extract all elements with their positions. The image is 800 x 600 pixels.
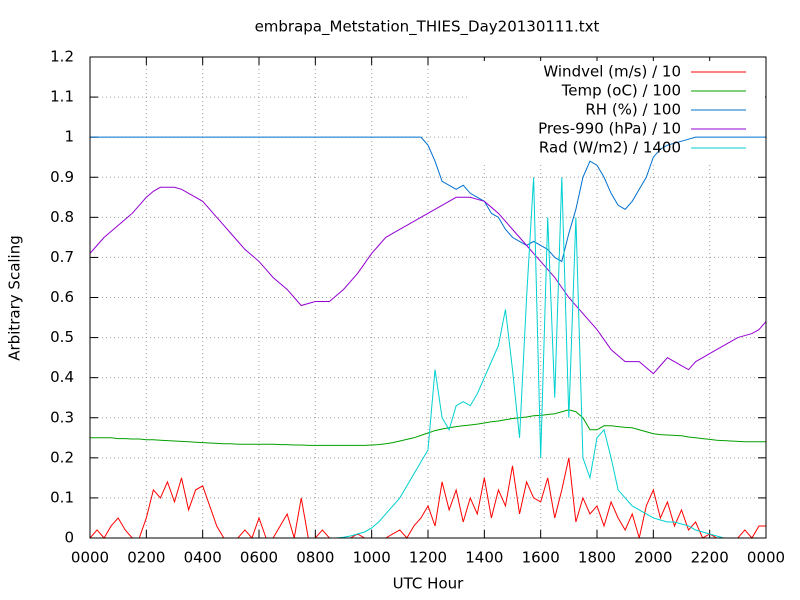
x-tick-label: 0200 <box>127 549 165 567</box>
y-tick-label: 0.9 <box>50 168 74 186</box>
y-tick-label: 0.8 <box>50 208 74 226</box>
y-tick-label: 0.1 <box>50 488 74 506</box>
y-axis-label: Arbitrary Scaling <box>6 235 24 361</box>
x-tick-label: 1600 <box>522 549 560 567</box>
series-line <box>90 409 766 446</box>
series-line <box>89 457 766 539</box>
series-line <box>89 186 767 375</box>
x-tick-label: 2200 <box>691 549 729 567</box>
y-tick-label: 0.2 <box>50 448 74 466</box>
x-tick-label: 0800 <box>296 549 334 567</box>
x-tick-label: 0000 <box>71 549 109 567</box>
legend-label: Rad (W/m2) / 1400 <box>539 139 681 157</box>
chart-title: embrapa_Metstation_THIES_Day20130111.txt <box>255 18 600 37</box>
plot-border <box>89 56 767 539</box>
x-tick-label: 1800 <box>578 549 616 567</box>
x-axis-label: UTC Hour <box>393 575 464 593</box>
x-tick-label: 2000 <box>634 549 672 567</box>
x-tick-label: 1400 <box>465 549 503 567</box>
legend-label: Temp (oC) / 100 <box>561 82 681 100</box>
x-tick-label: 1200 <box>409 549 447 567</box>
legend-label: RH (%) / 100 <box>585 101 681 119</box>
y-tick-label: 1 <box>64 128 74 146</box>
legend-label: Pres-990 (hPa) / 10 <box>538 120 681 138</box>
x-tick-label: 1000 <box>353 549 391 567</box>
y-tick-label: 0.6 <box>50 288 74 306</box>
y-tick-label: 0.4 <box>50 368 74 386</box>
y-tick-label: 1.1 <box>50 88 74 106</box>
y-tick-label: 0.5 <box>50 328 74 346</box>
series-line <box>90 136 766 263</box>
y-tick-label: 0.7 <box>50 248 74 266</box>
y-tick-label: 0.3 <box>50 408 74 426</box>
y-tick-label: 1.2 <box>50 48 74 66</box>
x-tick-label: 0000 <box>747 549 785 567</box>
x-tick-label: 0400 <box>184 549 222 567</box>
x-tick-label: 0600 <box>240 549 278 567</box>
y-tick-label: 0 <box>64 529 74 547</box>
legend-label: Windvel (m/s) / 10 <box>543 63 681 81</box>
